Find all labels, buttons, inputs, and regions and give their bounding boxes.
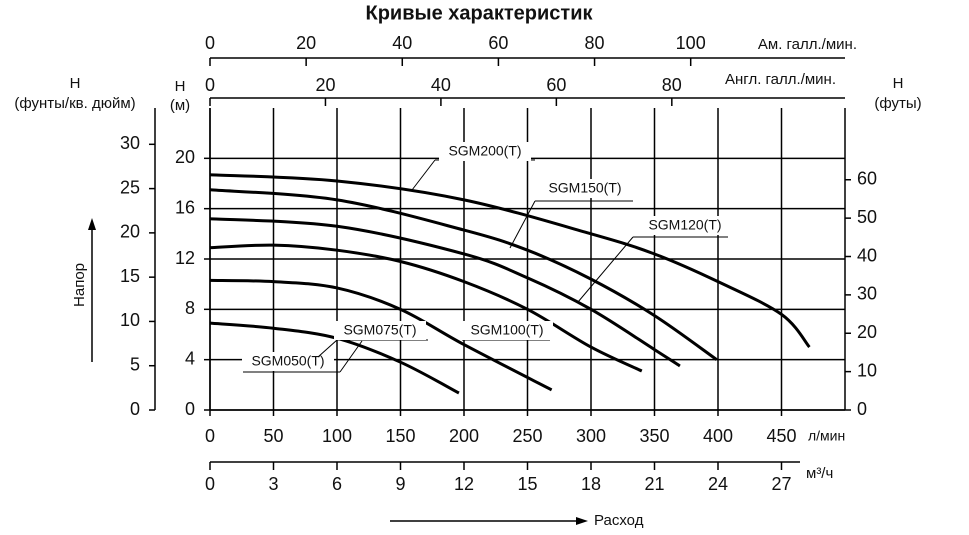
x-tick-label: 0 (205, 426, 215, 446)
x2-tick-label: 21 (644, 474, 664, 494)
x2-tick-label: 20 (315, 75, 335, 95)
y-tick-label: 0 (185, 399, 195, 419)
y2-tick-label: 30 (120, 133, 140, 153)
y2-tick-label: 40 (857, 245, 877, 265)
y2-tick-label: 10 (857, 360, 877, 380)
label-bg (439, 142, 531, 161)
label-leader (411, 159, 436, 191)
label-bg (461, 321, 553, 340)
series-label: SGM120(T) (648, 217, 721, 233)
x-tick-label: 250 (512, 426, 542, 446)
x-tick-label: 350 (639, 426, 669, 446)
series-label: SGM200(T) (448, 143, 521, 159)
axis-unit: (футы) (874, 95, 921, 112)
series-label: SGM100(T) (470, 322, 543, 338)
y2-tick-label: 25 (120, 177, 140, 197)
x2-tick-label: 80 (662, 75, 682, 95)
x2-tick-label: 80 (585, 33, 605, 53)
y2-tick-label: 15 (120, 266, 140, 286)
x2-tick-label: 40 (392, 33, 412, 53)
y-unit: (м) (170, 97, 190, 114)
y-tick-label: 12 (175, 248, 195, 268)
x2-tick-label: 0 (205, 474, 215, 494)
x2-tick-label: 100 (676, 33, 706, 53)
series-label: SGM150(T) (548, 180, 621, 196)
x-tick-label: 50 (263, 426, 283, 446)
chart-title: Кривые характеристик (365, 2, 593, 24)
y2-tick-label: 50 (857, 207, 877, 227)
x2-tick-label: 12 (454, 474, 474, 494)
x2-tick-label: 6 (332, 474, 342, 494)
x2-tick-label: 24 (708, 474, 728, 494)
curve (209, 278, 553, 392)
y2-tick-label: 0 (130, 399, 140, 419)
axis-unit: H (70, 75, 81, 92)
x-tick-label: 300 (576, 426, 606, 446)
x2-tick-label: 0 (205, 75, 215, 95)
x-label: Расход (594, 512, 644, 529)
x2-tick-label: 3 (268, 474, 278, 494)
label-leader (339, 340, 363, 373)
label-leader (577, 236, 634, 303)
x-arrow-head (576, 517, 588, 525)
axis-unit: (фунты/кв. дюйм) (14, 95, 135, 112)
axis-unit: H (893, 75, 904, 92)
series-label: SGM075(T) (343, 322, 416, 338)
label-bg (639, 216, 731, 235)
series-label: SGM050(T) (251, 353, 324, 369)
x2-tick-label: 60 (546, 75, 566, 95)
x-tick-label: 400 (703, 426, 733, 446)
y2-tick-label: 10 (120, 310, 140, 330)
x2-tick-label: 0 (205, 33, 215, 53)
y-tick-label: 8 (185, 298, 195, 318)
y2-tick-label: 60 (857, 169, 877, 189)
x-tick-label: 450 (766, 426, 796, 446)
y-tick-label: 20 (175, 147, 195, 167)
y-tick-label: 4 (185, 348, 195, 368)
x2-tick-label: 27 (771, 474, 791, 494)
axis-unit: м³/ч (806, 465, 833, 482)
y-unit: H (175, 78, 186, 95)
x2-tick-label: 18 (581, 474, 601, 494)
curve (209, 173, 811, 349)
x2-tick-label: 9 (395, 474, 405, 494)
label-bg (334, 321, 426, 340)
y2-tick-label: 30 (857, 284, 877, 304)
x2-tick-label: 20 (296, 33, 316, 53)
y2-tick-label: 20 (120, 222, 140, 242)
y-label: Напор (71, 263, 88, 307)
x-unit: л/мин (808, 428, 845, 444)
label-bg (242, 352, 334, 371)
curve (209, 217, 681, 368)
y2-tick-label: 0 (857, 399, 867, 419)
x2-tick-label: 60 (488, 33, 508, 53)
x2-tick-label: 15 (517, 474, 537, 494)
y-tick-label: 16 (175, 197, 195, 217)
y-arrow-head (88, 218, 96, 230)
y2-tick-label: 20 (857, 322, 877, 342)
label-bg (539, 179, 631, 198)
label-leader (509, 200, 536, 249)
axis-unit: Ам. галл./мин. (758, 36, 857, 53)
label-leader (317, 339, 338, 358)
y2-tick-label: 5 (130, 354, 140, 374)
curve (209, 243, 643, 373)
axis-unit: Англ. галл./мин. (725, 71, 836, 88)
x2-tick-label: 40 (431, 75, 451, 95)
x-tick-label: 200 (449, 426, 479, 446)
x-tick-label: 100 (322, 426, 352, 446)
curve (209, 188, 718, 361)
x-tick-label: 150 (385, 426, 415, 446)
